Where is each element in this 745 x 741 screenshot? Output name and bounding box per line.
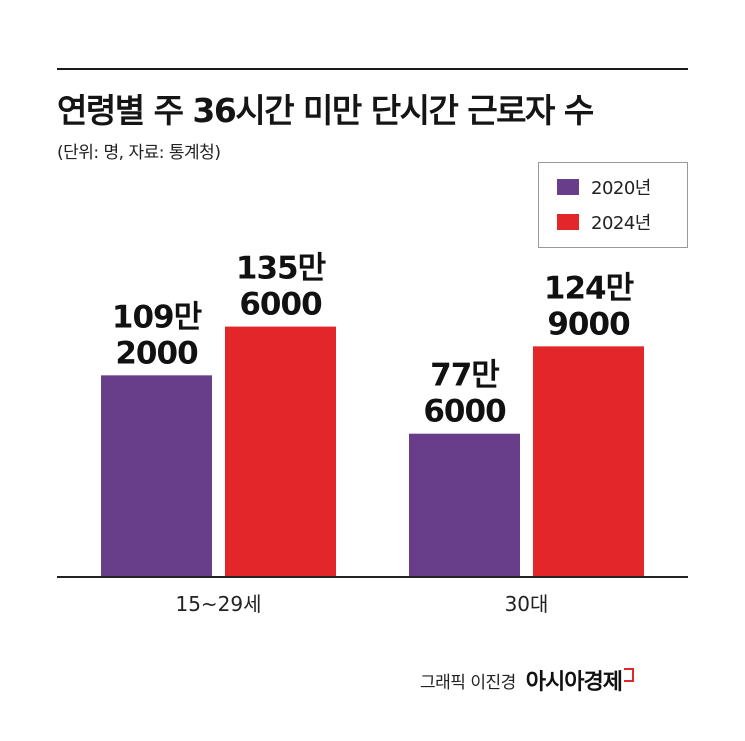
bar-1-1 [533,346,644,577]
x-tick-label-0: 15~29세 [175,592,261,616]
brand-logo: 아시아경제 [525,670,623,695]
data-label-1-1: 124만 9000 [544,270,634,342]
credit: 그래픽 이진경 아시아경제 [420,664,634,696]
legend-label-2020: 2020년 [591,178,651,199]
credit-text: 그래픽 이진경 [420,672,516,693]
bar-0-0 [101,375,212,577]
data-label-1-0: 77만 6000 [423,358,506,430]
legend-item-2020: 2020년 [557,175,651,199]
legend-swatch-2020 [557,179,579,195]
legend-swatch-2024 [557,214,579,230]
legend-label-2024: 2024년 [591,213,651,234]
chart-title: 연령별 주 36시간 미만 단시간 근로자 수 [57,91,594,130]
data-label-0-1: 135만 6000 [236,251,326,323]
brand-mark-icon [623,668,634,682]
x-tick-label-1: 30대 [505,592,549,616]
bar-1-0 [409,433,520,577]
data-label-0-0: 109만 2000 [112,299,202,371]
top-rule [57,68,688,70]
legend-item-2024: 2024년 [557,210,651,234]
legend: 2020년 2024년 [538,162,688,248]
bar-0-1 [225,326,336,577]
chart-subtitle: (단위: 명, 자료: 통계청) [57,143,221,163]
